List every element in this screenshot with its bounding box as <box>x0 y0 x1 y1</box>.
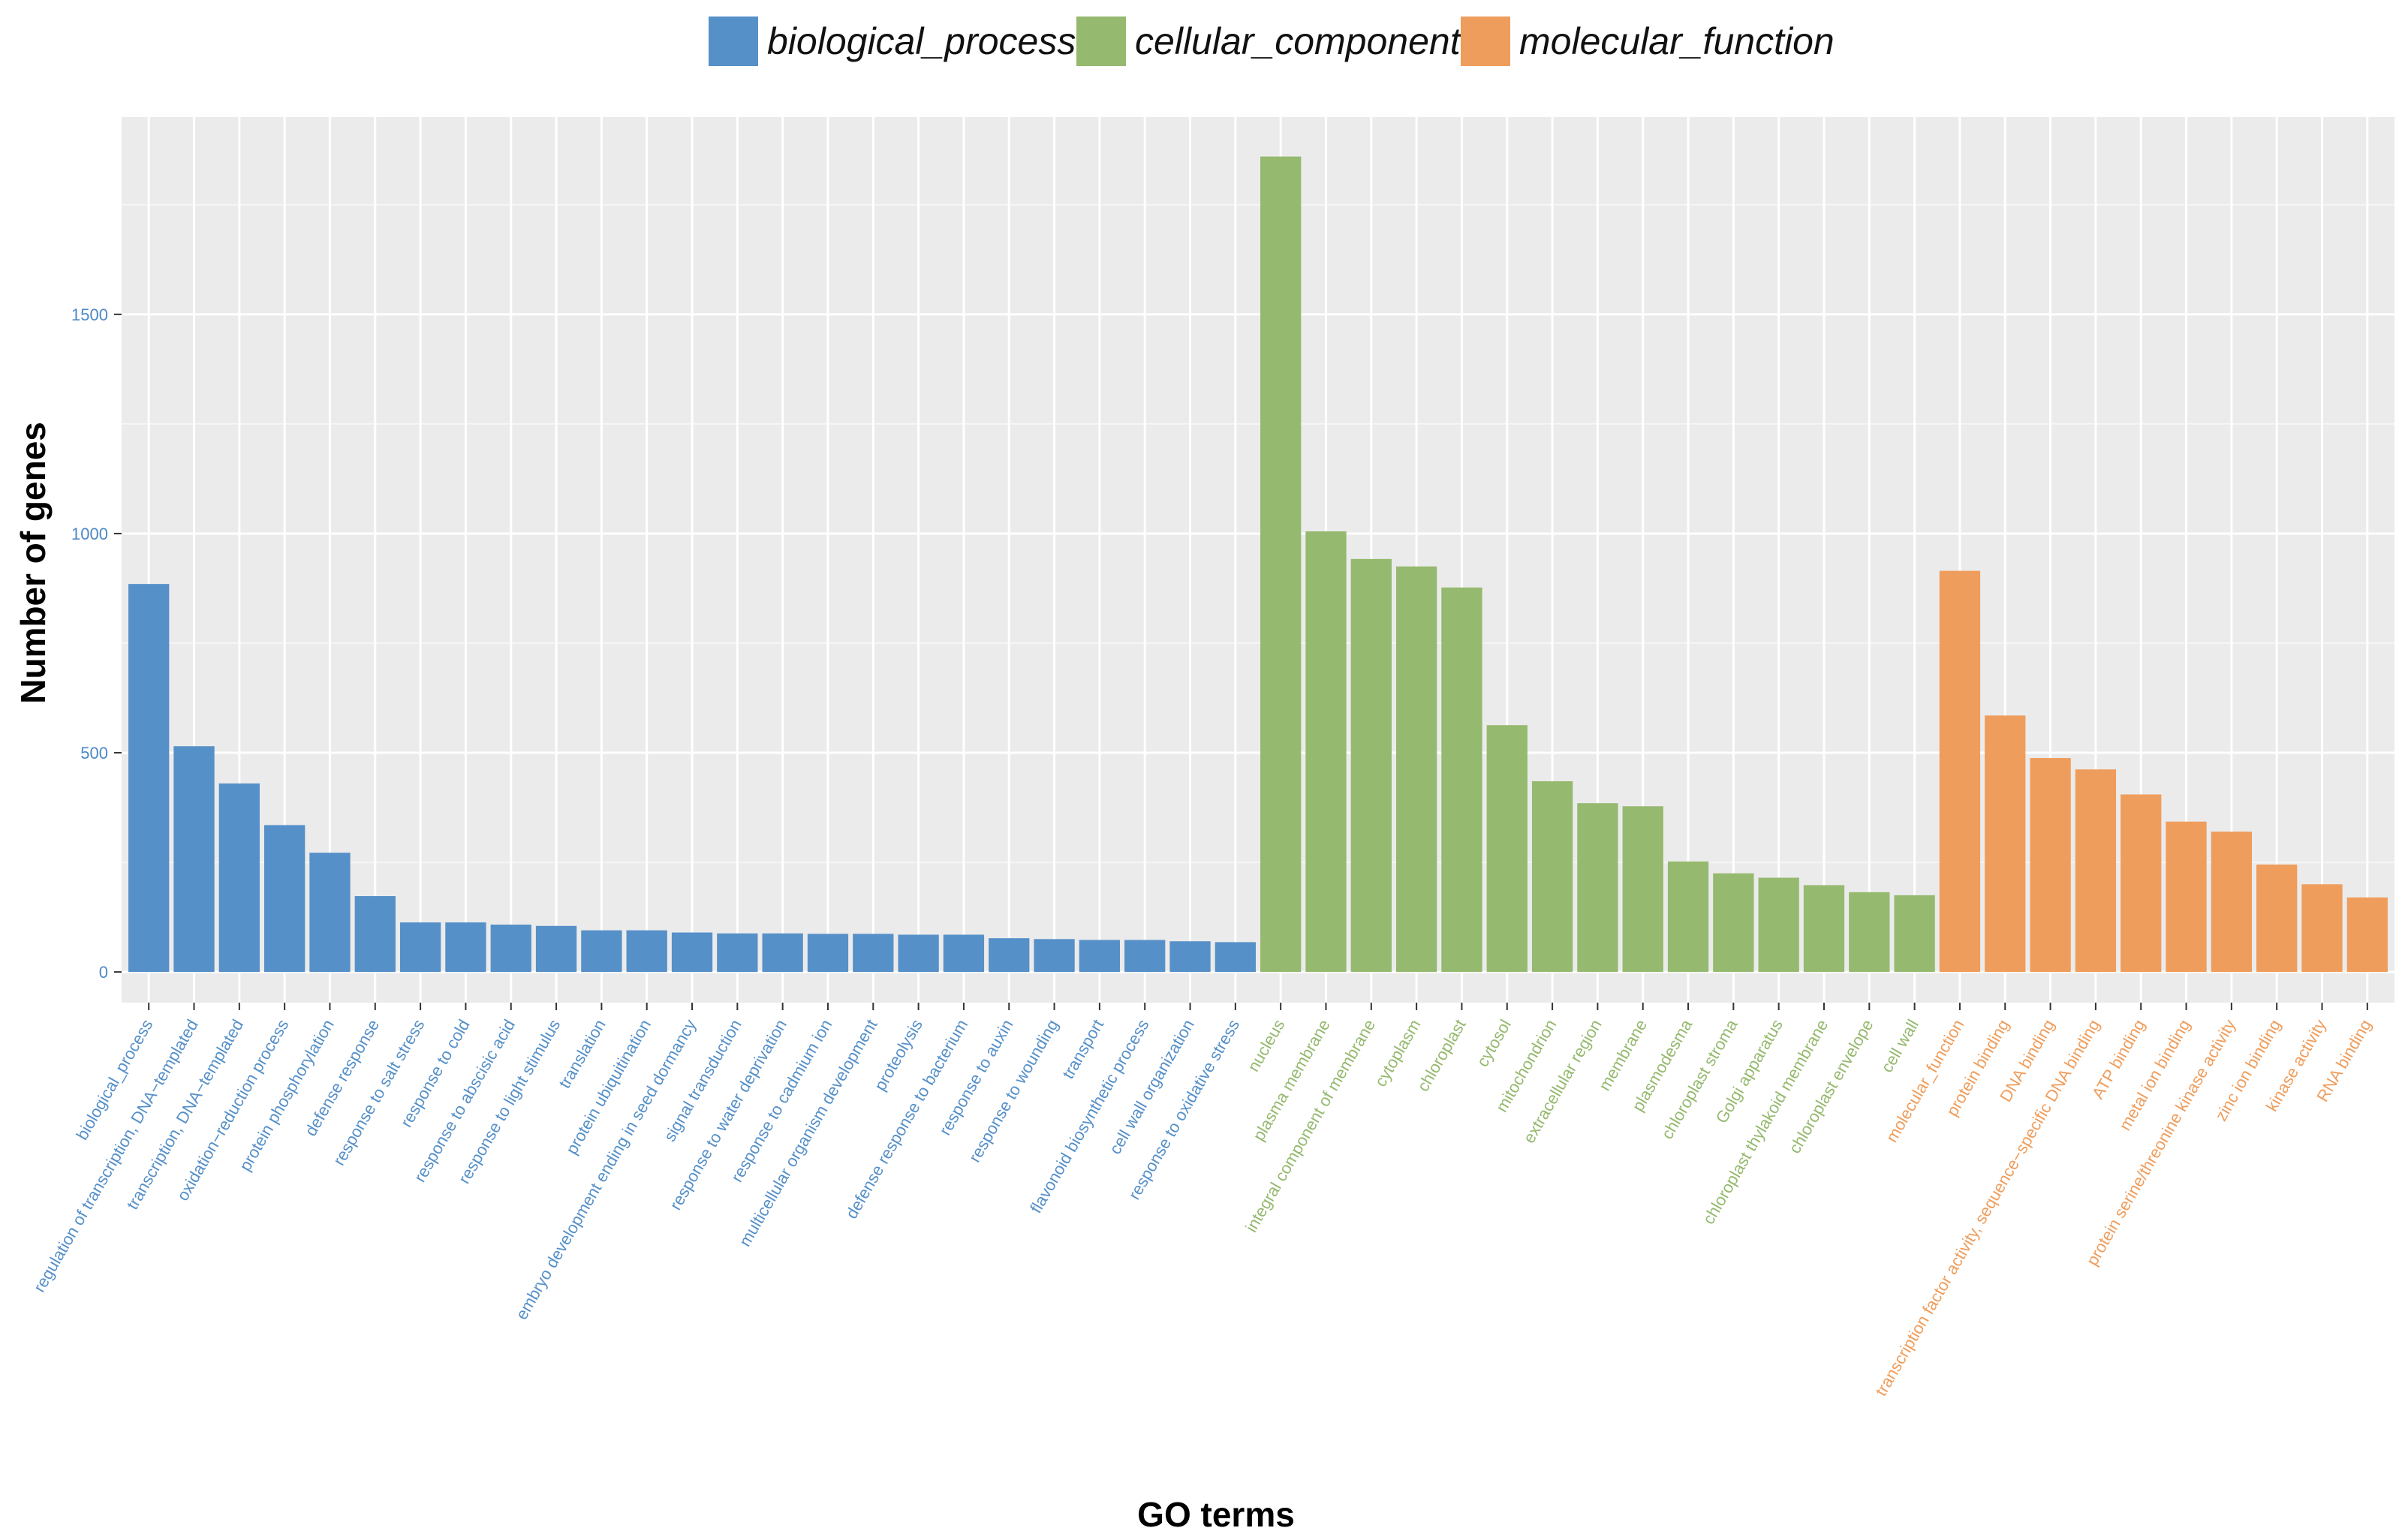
legend-label-biological-process: biological_process <box>767 20 1076 62</box>
x-tick-label: transport <box>1058 1016 1107 1082</box>
bars <box>128 156 2388 973</box>
y-tick-label: 1500 <box>71 305 108 324</box>
x-tick-label: chloroplast envelope <box>1785 1016 1877 1157</box>
y-tick-label: 500 <box>80 744 108 762</box>
bar-response-to-cadmium-ion <box>807 934 849 973</box>
x-tick-label: protein ubiquitination <box>562 1016 655 1157</box>
bar-oxidation-reduction-process <box>264 825 306 973</box>
legend-swatch-molecular-function <box>1461 17 1510 66</box>
bar-translation <box>581 930 622 973</box>
x-tick-label: response to wounding <box>965 1016 1062 1166</box>
x-tick-label: cell wall organization <box>1106 1016 1198 1157</box>
bar-protein-ubiquitination <box>626 930 667 973</box>
legend-swatch-cellular-component <box>1076 17 1126 66</box>
bar-response-to-auxin <box>989 938 1030 973</box>
legend-label-molecular-function: molecular_function <box>1519 20 1835 62</box>
bar-atp-binding <box>2121 794 2162 973</box>
bar-response-to-abscisic-acid <box>490 925 531 973</box>
bar-nucleus <box>1260 156 1302 973</box>
bar-response-to-water-deprivation <box>762 933 803 973</box>
bar-regulation-of-transcription-dna-templated <box>173 746 215 973</box>
bar-multicellular-organism-development <box>853 934 894 973</box>
bar-plasmodesma <box>1667 861 1709 973</box>
bar-cytoplasm <box>1395 566 1437 973</box>
bar-transport <box>1079 940 1121 973</box>
y-axis: 0 500 1000 1500 <box>71 305 122 982</box>
bar-defense-response <box>354 896 396 973</box>
legend: biological_process cellular_component mole… <box>709 17 1835 66</box>
bar-protein-binding <box>1985 715 2026 973</box>
y-axis-title: Number of genes <box>14 422 53 704</box>
bar-signal-transduction <box>717 933 758 973</box>
x-tick-label: cytosol <box>1473 1016 1515 1070</box>
bar-extracellular-region <box>1577 803 1618 973</box>
bar-biological-process <box>128 584 170 973</box>
legend-label-cellular-component: cellular_component <box>1135 20 1462 62</box>
bar-transcription-factor-activity-sequence-specific-dna-binding <box>2075 769 2117 973</box>
bar-mitochondrion <box>1531 781 1573 973</box>
bar-chloroplast-stroma <box>1713 873 1754 973</box>
bar-proteolysis <box>898 934 939 973</box>
bar-response-to-oxidative-stress <box>1215 942 1256 973</box>
bar-zinc-ion-binding <box>2256 864 2298 973</box>
bar-transcription-dna-templated <box>218 783 260 973</box>
bar-chloroplast <box>1441 587 1482 973</box>
bar-chloroplast-thylakoid-membrane <box>1803 885 1845 973</box>
bar-defense-response-to-bacterium <box>943 934 985 973</box>
bar-dna-binding <box>2030 758 2071 973</box>
x-tick-label: nucleus <box>1244 1016 1289 1075</box>
bar-response-to-wounding <box>1034 939 1075 973</box>
bar-embryo-development-ending-in-seed-dormancy <box>671 932 713 973</box>
x-tick-label: transcription factor activity, sequence−… <box>1871 1016 2103 1399</box>
x-axis-title: GO terms <box>1137 1495 1295 1534</box>
bar-protein-serine-threonine-kinase-activity <box>2211 832 2252 973</box>
bar-golgi-apparatus <box>1758 877 1799 973</box>
bar-rna-binding <box>2346 897 2388 973</box>
bar-integral-component-of-membrane <box>1350 558 1392 973</box>
y-tick-label: 1000 <box>71 525 108 543</box>
y-tick-label: 0 <box>99 963 108 982</box>
bar-response-to-light-stimulus <box>535 925 577 973</box>
bar-response-to-cold <box>445 922 486 973</box>
bar-cell-wall-organization <box>1169 941 1211 973</box>
x-tick-label: cell wall <box>1877 1016 1922 1075</box>
bar-response-to-salt-stress <box>399 922 441 973</box>
legend-swatch-biological-process <box>709 17 758 66</box>
bar-protein-phosphorylation <box>309 853 351 973</box>
bar-chloroplast-envelope <box>1849 892 1890 973</box>
bar-flavonoid-biosynthetic-process <box>1124 940 1166 973</box>
bar-molecular-function <box>1939 570 1981 973</box>
bar-cytosol <box>1486 725 1528 973</box>
bar-cell-wall <box>1894 895 1935 973</box>
bar-plasma-membrane <box>1305 531 1347 973</box>
bar-kinase-activity <box>2301 884 2343 973</box>
bar-membrane <box>1622 806 1663 973</box>
bar-metal-ion-binding <box>2166 821 2207 973</box>
